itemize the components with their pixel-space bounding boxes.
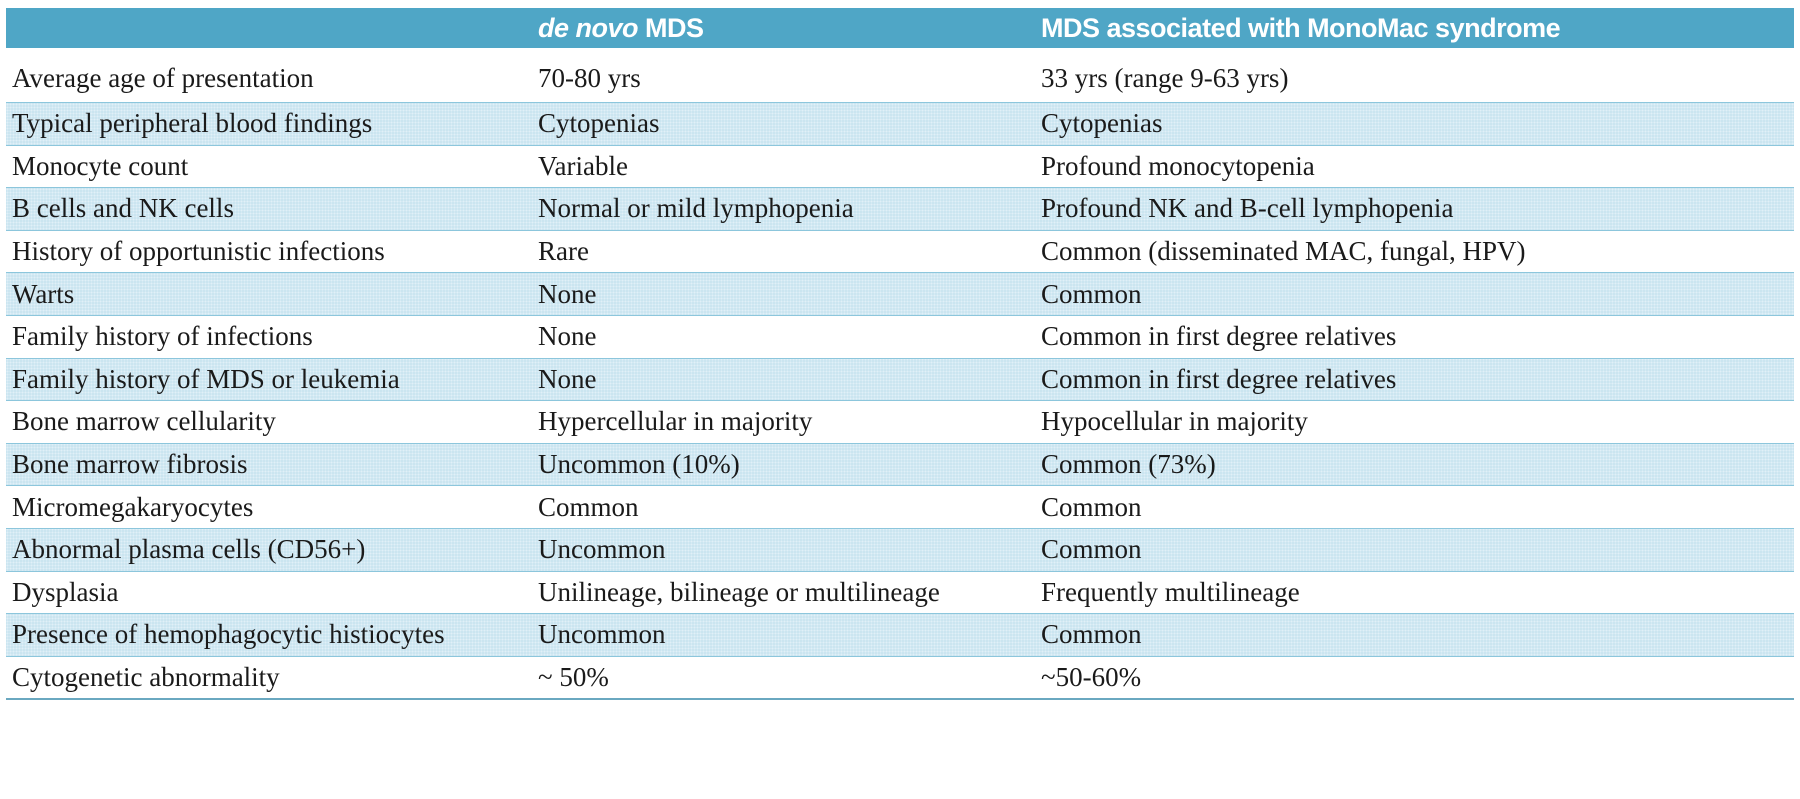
table-row: Dysplasia Unilineage, bilineage or multil… [6, 571, 1794, 614]
feature-cell: Bone marrow fibrosis [12, 449, 248, 480]
de-novo-cell: None [538, 278, 597, 309]
de-novo-cell: Normal or mild lymphopenia [538, 193, 854, 224]
feature-cell: History of opportunistic infections [12, 236, 385, 267]
table-row: Bone marrow fibrosis Uncommon (10%) Common… [6, 443, 1794, 486]
feature-cell: Abnormal plasma cells (CD56+) [12, 534, 366, 565]
de-novo-cell: Uncommon [538, 534, 666, 565]
feature-cell: Dysplasia [12, 576, 119, 607]
table-row: B cells and NK cells Normal or mild lymph… [6, 187, 1794, 231]
de-novo-cell: Hypercellular in majority [538, 406, 813, 437]
table-row: History of opportunistic infections Rare C… [6, 230, 1794, 273]
feature-cell: Micromegakaryocytes [12, 491, 254, 522]
table-row: Cytogenetic abnormality ~ 50% ~50-60% [6, 656, 1794, 700]
de-novo-cell: Common [538, 491, 639, 522]
de-novo-cell: Cytopenias [538, 108, 660, 139]
monomac-cell: Profound NK and B-cell lymphopenia [1041, 193, 1454, 224]
monomac-cell: Common in first degree relatives [1041, 321, 1397, 352]
header-row: de novo MDS MDS associated with MonoMac … [6, 8, 1794, 48]
monomac-cell: Common [1041, 278, 1142, 309]
de-novo-cell: Rare [538, 236, 589, 267]
monomac-cell: Common (disseminated MAC, fungal, HPV) [1041, 236, 1526, 267]
de-novo-cell: Unilineage, bilineage or multilineage [538, 576, 940, 607]
feature-cell: Family history of infections [12, 321, 313, 352]
monomac-cell: Common [1041, 619, 1142, 650]
de-novo-cell: Uncommon [538, 619, 666, 650]
table-row: Bone marrow cellularity Hypercellular in … [6, 401, 1794, 444]
table-row: Abnormal plasma cells (CD56+) Uncommon Com… [6, 528, 1794, 572]
table-row: Micromegakaryocytes Common Common [6, 486, 1794, 529]
feature-cell: Bone marrow cellularity [12, 406, 276, 437]
de-novo-cell: None [538, 363, 597, 394]
header-monomac-mds: MDS associated with MonoMac syndrome [1041, 12, 1561, 43]
header-de-novo-mds: de novo MDS [531, 8, 1034, 48]
table-row: Typical peripheral blood findings Cytopen… [6, 102, 1794, 146]
table-header: de novo MDS MDS associated with MonoMac … [6, 8, 1794, 48]
feature-cell: Average age of presentation [12, 62, 314, 93]
table-row: Monocyte count Variable Profound monocytop… [6, 145, 1794, 188]
feature-cell: Monocyte count [12, 150, 189, 181]
monomac-cell: Common in first degree relatives [1041, 363, 1397, 394]
feature-cell: Family history of MDS or leukemia [12, 363, 400, 394]
monomac-cell: Cytopenias [1041, 108, 1163, 139]
de-novo-cell: None [538, 321, 597, 352]
table-row: Warts None Common [6, 272, 1794, 316]
feature-cell: Warts [12, 278, 75, 309]
de-novo-cell: Uncommon (10%) [538, 449, 740, 480]
monomac-cell: Frequently multilineage [1041, 576, 1300, 607]
monomac-cell: 33 yrs (range 9-63 yrs) [1041, 62, 1289, 93]
monomac-cell: Common [1041, 491, 1142, 522]
monomac-cell: Hypocellular in majority [1041, 406, 1308, 437]
feature-cell: B cells and NK cells [12, 193, 234, 224]
comparison-table: de novo MDS MDS associated with MonoMac … [6, 8, 1794, 700]
de-novo-cell: 70-80 yrs [538, 62, 641, 93]
table-body: Average age of presentation 70-80 yrs 33 y… [6, 48, 1794, 700]
header-feature [6, 8, 531, 48]
comparison-table-container: de novo MDS MDS associated with MonoMac … [6, 8, 1794, 700]
monomac-cell: Profound monocytopenia [1041, 150, 1315, 181]
feature-cell: Typical peripheral blood findings [12, 108, 373, 139]
feature-cell: Cytogenetic abnormality [12, 662, 280, 693]
table-row: Family history of MDS or leukemia None Com… [6, 358, 1794, 401]
de-novo-cell: Variable [538, 150, 628, 181]
de-novo-cell: ~ 50% [538, 662, 609, 693]
table-row: Family history of infections None Common i… [6, 315, 1794, 359]
table-row: Presence of hemophagocytic histiocytes Un… [6, 613, 1794, 657]
table-row: Average age of presentation 70-80 yrs 33 y… [6, 48, 1794, 103]
header-de-novo-rest: MDS [638, 12, 704, 43]
monomac-cell: ~50-60% [1041, 662, 1142, 693]
header-de-novo-italic: de novo [538, 12, 639, 43]
feature-cell: Presence of hemophagocytic histiocytes [12, 619, 445, 650]
monomac-cell: Common [1041, 534, 1142, 565]
monomac-cell: Common (73%) [1041, 449, 1216, 480]
